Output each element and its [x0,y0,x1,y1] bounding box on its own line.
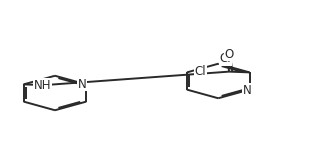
Text: N: N [78,78,87,91]
Text: Cl: Cl [220,52,231,65]
Text: N: N [243,84,252,97]
Text: Cl: Cl [195,65,206,78]
Text: NH: NH [34,79,51,92]
Text: O: O [225,48,234,61]
